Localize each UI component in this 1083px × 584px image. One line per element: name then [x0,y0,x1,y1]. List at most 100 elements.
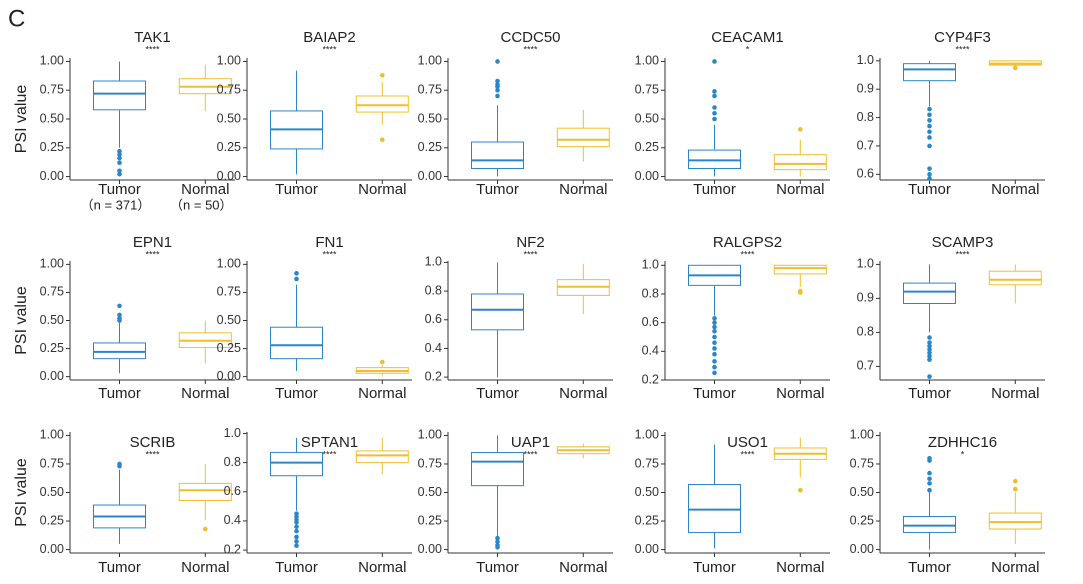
y-tick-label: 0.25 [217,341,241,355]
y-axis-label: PSI value [13,85,30,154]
y-tick-label: 0.8 [642,286,659,300]
panel: 0.00 0.25 0.50 0.75 1.00 UAP1**** Tumor Normal [418,428,613,576]
box [903,515,956,533]
y-tick-label: 0.00 [418,169,442,183]
y-tick-label: 0.2 [425,369,442,383]
x-tick-label: Tumor [693,181,736,198]
outlier [117,148,122,154]
outlier [712,93,717,99]
y-tick-label: 0.2 [642,372,659,386]
y-tick-label: 0.8 [425,283,442,297]
outlier [294,276,299,282]
outlier [380,72,385,78]
significance: **** [740,449,755,459]
box [355,95,409,113]
outlier [712,370,717,376]
y-tick-label: 0.50 [850,485,874,499]
y-tick-label: 0.50 [40,485,64,499]
x-tick-label: Tumor [908,559,951,576]
significance: **** [955,249,970,259]
outlier [927,343,932,349]
x-tick-label: Normal [776,181,824,198]
outlier [927,129,932,135]
y-tick-label: 1.00 [217,257,241,271]
outlier [927,106,932,112]
box [688,484,741,533]
x-tick-label: Tumor [908,181,951,198]
panel: 0.00 0.25 0.50 0.75 1.00 CCDC50**** Tumor Norma… [418,29,613,198]
box [688,149,741,169]
panel-label: C [8,5,25,32]
y-tick-label: 0.25 [40,140,64,154]
panel-title: CEACAM1 [711,29,784,46]
outlier [712,328,717,334]
panel-title: CYP4F3 [934,29,991,46]
y-axis-label: PSI value [13,286,30,355]
outlier [927,143,932,149]
y-tick-label: 0.25 [635,140,659,154]
y-tick-label: 0.75 [217,83,241,97]
y-tick-label: 0.00 [40,169,64,183]
outlier [294,524,299,530]
outlier [927,172,932,177]
panel-title: SPTAN1 [301,434,358,451]
y-tick-label: 0.25 [40,513,64,527]
x-tick-label: Normal [181,559,229,576]
outlier [712,324,717,330]
y-tick-label: 0.6 [857,167,874,181]
y-tick-label: 0.7 [857,138,874,152]
outlier [294,520,299,525]
outlier [712,89,717,94]
x-tick-label: Normal [358,559,406,576]
outlier [117,160,122,166]
y-tick-label: 1.00 [418,428,442,442]
y-tick-label: 0.75 [40,83,64,97]
panel: 0.00 0.25 0.50 0.75 1.00 BAIAP2**** Tumor Norma… [217,29,412,198]
outlier [927,112,932,118]
box [471,452,524,487]
y-tick-label: 0.75 [850,456,874,470]
y-tick-label: 1.00 [40,54,64,68]
y-tick-label: 0.25 [418,140,442,154]
panel-title: UAP1 [511,434,550,451]
y-tick-label: 0.9 [857,291,874,305]
outlier [495,539,500,544]
x-tick-label: Normal [991,559,1039,576]
box [903,63,956,82]
significance: **** [145,44,160,54]
x-tick-label: Tumor [476,385,519,402]
y-tick-label: 1.00 [635,428,659,442]
outlier [495,544,500,550]
x-tick-label: Tumor [908,385,951,402]
outlier [712,105,717,110]
y-tick-label: 1.0 [425,255,442,269]
outlier [927,135,932,140]
y-tick-label: 0.25 [850,513,874,527]
y-tick-label: 0.75 [635,83,659,97]
y-tick-label: 0.00 [40,369,64,383]
y-tick-label: 0.8 [857,325,874,339]
box [988,270,1042,286]
x-tick-label: Tumor [275,385,318,402]
outlier [712,59,717,64]
y-tick-label: 0.50 [635,485,659,499]
y-tick-label: 0.6 [642,315,659,329]
outlier [712,334,717,340]
y-tick-label: 1.0 [857,53,874,67]
y-tick-label: 0.75 [217,285,241,299]
outlier [380,359,385,365]
panel: 0.7 0.8 0.9 1.0 SCAMP3**** Tumor Normal [857,234,1045,402]
outlier [927,340,932,345]
outlier [927,357,932,362]
y-tick-label: 1.0 [857,257,874,271]
panel: 0.00 0.25 0.50 0.75 1.00 USO1**** Tumor Normal [635,428,830,576]
significance: **** [322,449,337,459]
box [355,450,409,464]
outlier [927,166,932,171]
panel: 0.2 0.4 0.6 0.8 1.0 NF2**** Tumor Normal [425,234,613,402]
x-tick-label: Tumor [98,181,141,198]
panel-title: SCAMP3 [932,234,994,251]
panel-title: FN1 [315,234,343,251]
y-tick-label: 0.50 [40,313,64,327]
significance: **** [523,249,538,259]
